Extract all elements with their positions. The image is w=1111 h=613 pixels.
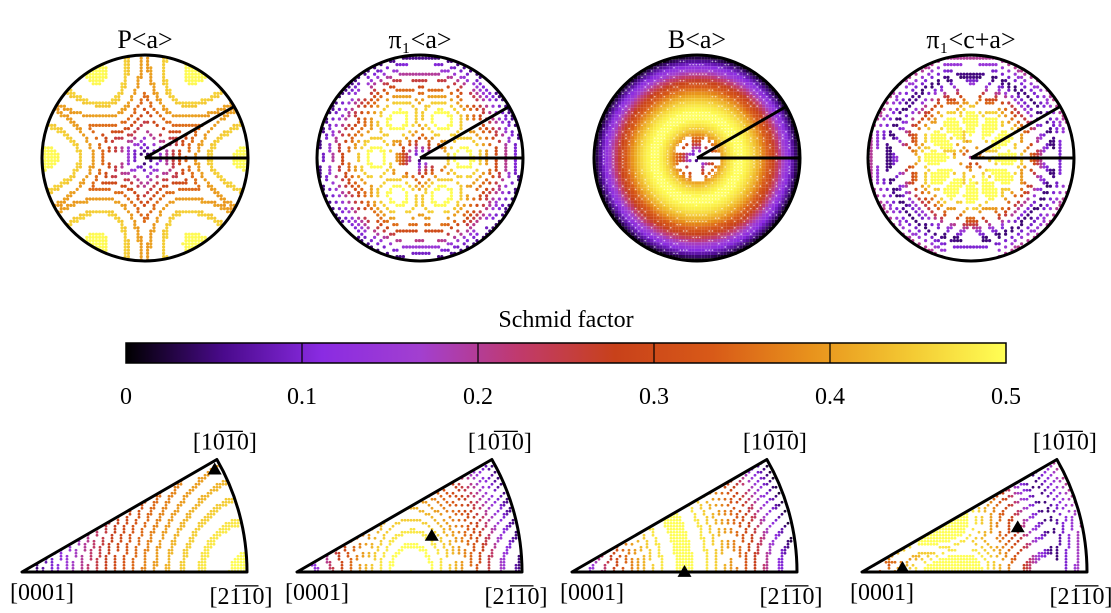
inverse-pole-figure-2: [10̅1̅0] [0001] [21̅1̅0] [285, 430, 548, 611]
colorbar-tick-label: 0 [120, 384, 132, 410]
inverse-pole-figure-4: [10̅1̅0] [0001] [21̅1̅0] [850, 430, 1111, 611]
corner-label-left: [0001] [10, 580, 74, 606]
corner-label-apex: [10̅1̅0] [1033, 430, 1097, 456]
inverse-pole-figure-3: [10̅1̅0] [0001] [21̅1̅0] [560, 430, 823, 611]
pole-figure-4: π₁<c+a> [868, 25, 1074, 261]
colorbar-tick-label: 0.2 [463, 384, 493, 410]
inverse-pole-figure-contours [36, 465, 246, 573]
pole-figure-title: π₁<c+a> [926, 25, 1015, 54]
pole-figure-1: P<a> [42, 25, 248, 261]
pole-figure-3: B<a> [594, 25, 800, 261]
corner-label-left: [0001] [850, 580, 914, 606]
inverse-pole-figure-contours [873, 459, 1083, 573]
corner-label-right: [21̅1̅0] [484, 584, 547, 610]
corner-label-left: [0001] [285, 580, 349, 606]
corner-label-apex: [10̅1̅0] [743, 430, 807, 456]
inverse-pole-figure-1: [10̅1̅0] [0001] [21̅1̅0] [10, 430, 273, 611]
pole-figure-2: π₁<a> [317, 25, 523, 261]
pole-figure-title: π₁<a> [388, 25, 451, 54]
pole-figure-row: P<a> π₁<a> B<a> π₁<c+a> [42, 25, 1074, 261]
inverse-pole-figure-contours [299, 465, 521, 573]
colorbar-label: Schmid factor [498, 307, 633, 333]
corner-label-apex: [10̅1̅0] [468, 430, 532, 456]
colorbar-tick-label: 0.3 [639, 384, 669, 410]
pole-figure-title: P<a> [117, 25, 172, 54]
colorbar-scale [126, 343, 1006, 363]
inverse-pole-figure-contours [574, 462, 793, 573]
corner-label-apex: [10̅1̅0] [193, 430, 257, 456]
corner-label-right: [21̅1̅0] [1049, 584, 1111, 610]
inverse-pole-figure-outline [22, 460, 247, 573]
colorbar-tick-label: 0.5 [991, 384, 1021, 410]
colorbar: Schmid factor 0 0.1 0.2 0.3 0.4 0.5 [120, 307, 1021, 410]
corner-label-right: [21̅1̅0] [209, 584, 272, 610]
colorbar-tick-label: 0.1 [287, 384, 317, 410]
colorbar-tick-label: 0.4 [815, 384, 845, 410]
inverse-pole-figure-row: [10̅1̅0] [0001] [21̅1̅0] [10̅1̅0] [0001] [21̅… [10, 430, 1111, 611]
corner-label-right: [21̅1̅0] [759, 584, 822, 610]
inverse-pole-figure-outline [572, 460, 797, 573]
inverse-pole-figure-outline [862, 460, 1087, 573]
pole-figure-title: B<a> [668, 25, 726, 54]
corner-label-left: [0001] [560, 580, 624, 606]
